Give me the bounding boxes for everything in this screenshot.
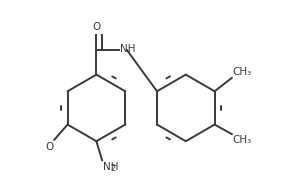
Text: 2: 2 xyxy=(110,164,115,173)
Text: NH: NH xyxy=(120,44,136,54)
Text: O: O xyxy=(92,22,100,32)
Text: CH₃: CH₃ xyxy=(233,135,252,145)
Text: CH₃: CH₃ xyxy=(233,67,252,77)
Text: O: O xyxy=(45,142,53,152)
Text: NH: NH xyxy=(103,162,119,172)
